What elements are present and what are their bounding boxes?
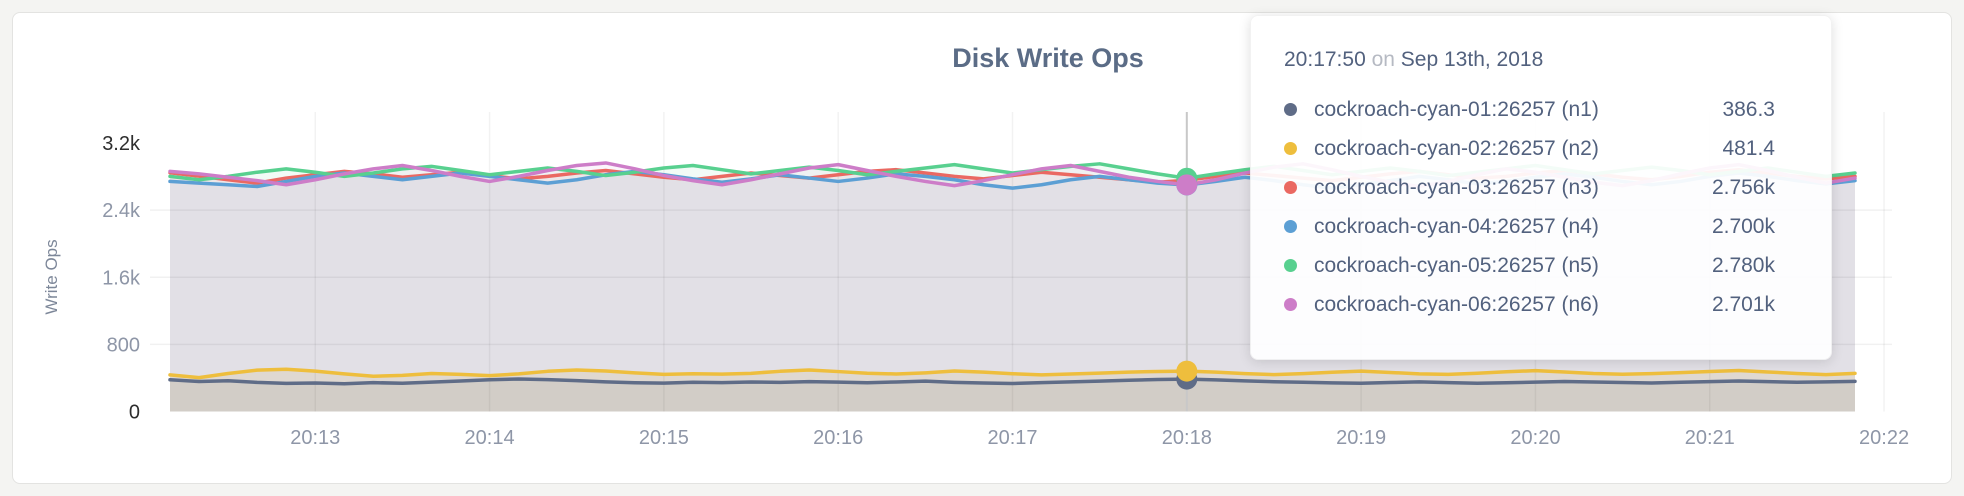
tooltip-series-label: cockroach-cyan-04:26257 (n4) xyxy=(1314,214,1599,238)
tooltip-series-value: 386.3 xyxy=(1722,97,1775,121)
y-axis-tick-label: 2.4k xyxy=(102,200,141,222)
x-axis-tick-label: 20:13 xyxy=(290,427,340,449)
tooltip-row: cockroach-cyan-06:26257 (n6) 2.701k xyxy=(1284,285,1775,324)
tooltip-series-label: cockroach-cyan-01:26257 (n1) xyxy=(1314,97,1599,121)
y-axis-tick-label: 800 xyxy=(107,334,140,356)
tooltip-series-label: cockroach-cyan-02:26257 (n2) xyxy=(1314,136,1599,160)
tooltip-series-label: cockroach-cyan-06:26257 (n6) xyxy=(1314,292,1599,316)
x-axis-tick-label: 20:16 xyxy=(813,427,863,449)
y-axis-title: Write Ops xyxy=(42,239,61,314)
x-axis-tick-label: 20:20 xyxy=(1510,427,1560,449)
series-area-n1 xyxy=(170,378,1855,412)
x-axis-tick-label: 20:17 xyxy=(987,427,1037,449)
tooltip-series-value: 481.4 xyxy=(1722,136,1775,160)
y-axis-tick-label: 0 xyxy=(129,402,140,424)
y-axis-tick-label: 3.2k xyxy=(102,133,141,155)
tooltip-series-value: 2.701k xyxy=(1711,292,1775,316)
tooltip-row: cockroach-cyan-04:26257 (n4) 2.700k xyxy=(1284,207,1775,246)
series-color-dot-icon xyxy=(1284,220,1297,233)
tooltip-header: 20:17:50 on Sep 13th, 2018 xyxy=(1284,46,1775,74)
tooltip-row: cockroach-cyan-02:26257 (n2) 481.4 xyxy=(1284,129,1775,168)
y-axis-tick-label: 1.6k xyxy=(102,267,141,289)
series-color-dot-icon xyxy=(1284,142,1297,155)
tooltip-rows: cockroach-cyan-01:26257 (n1) 386.3 cockroa… xyxy=(1284,90,1775,324)
hover-dot-n6 xyxy=(1176,174,1198,196)
tooltip-series-value: 2.700k xyxy=(1711,214,1775,238)
x-axis-tick-label: 20:18 xyxy=(1162,427,1212,449)
tooltip-series-label: cockroach-cyan-03:26257 (n3) xyxy=(1314,175,1599,199)
tooltip-date: Sep 13th, 2018 xyxy=(1400,48,1544,71)
tooltip-row: cockroach-cyan-05:26257 (n5) 2.780k xyxy=(1284,246,1775,285)
series-color-dot-icon xyxy=(1284,103,1297,116)
series-color-dot-icon xyxy=(1284,298,1297,311)
x-axis-tick-label: 20:21 xyxy=(1685,427,1735,449)
chart-title: Disk Write Ops xyxy=(952,43,1144,73)
hover-tooltip: 20:17:50 on Sep 13th, 2018 cockroach-cya… xyxy=(1250,15,1832,360)
tooltip-series-value: 2.756k xyxy=(1711,175,1775,199)
series-color-dot-icon xyxy=(1284,181,1297,194)
hover-dot-n2 xyxy=(1176,360,1198,382)
series-line-n1 xyxy=(168,377,1857,386)
tooltip-conjunction: on xyxy=(1371,48,1395,71)
series-line-n2 xyxy=(168,367,1857,380)
tooltip-row: cockroach-cyan-01:26257 (n1) 386.3 xyxy=(1284,90,1775,129)
x-axis-tick-label: 20:14 xyxy=(465,427,515,449)
x-axis-tick-label: 20:19 xyxy=(1336,427,1386,449)
tooltip-row: cockroach-cyan-03:26257 (n3) 2.756k xyxy=(1284,168,1775,207)
series-color-dot-icon xyxy=(1284,259,1297,272)
tooltip-series-label: cockroach-cyan-05:26257 (n5) xyxy=(1314,253,1599,277)
x-axis-tick-label: 20:15 xyxy=(639,427,689,449)
tooltip-time: 20:17:50 xyxy=(1284,48,1366,71)
tooltip-series-value: 2.780k xyxy=(1711,253,1775,277)
x-axis-tick-label: 20:22 xyxy=(1859,427,1909,449)
